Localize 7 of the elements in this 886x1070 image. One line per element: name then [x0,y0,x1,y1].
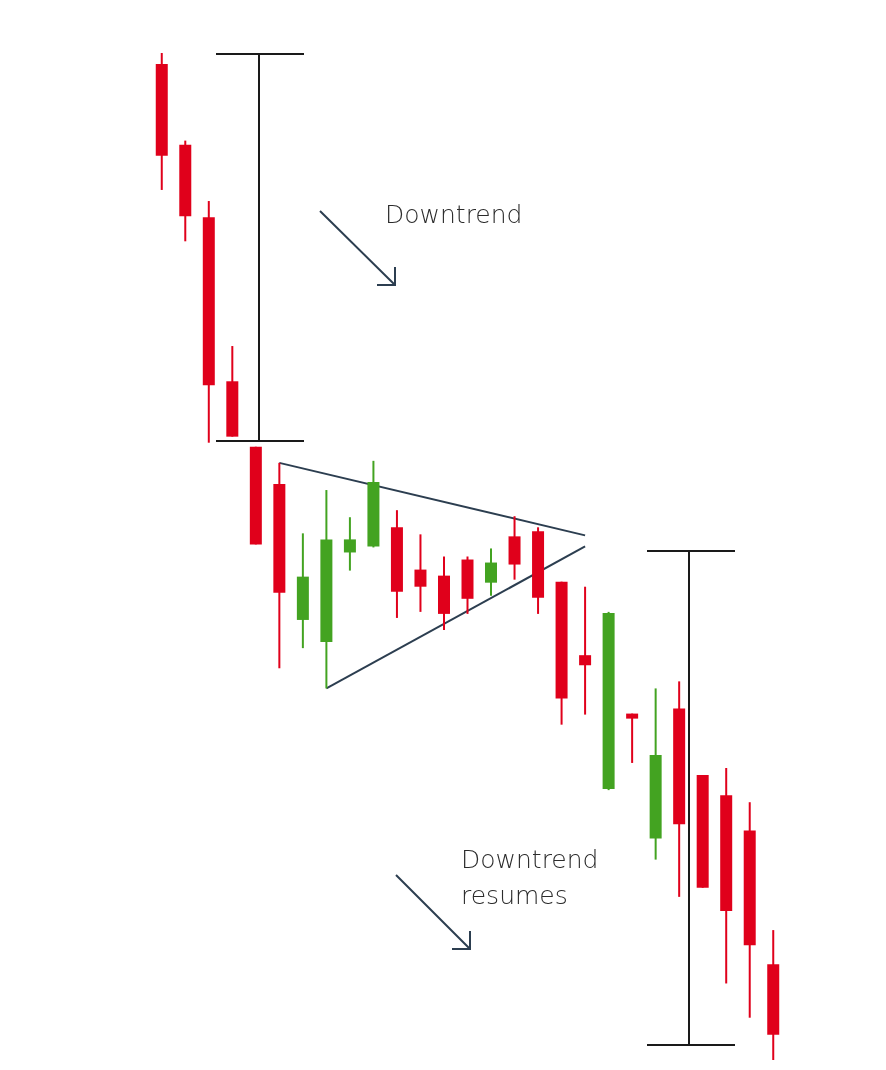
candlestick [343,516,356,572]
annotation: Downtrend resumes [461,844,599,912]
candlestick [626,712,639,764]
candlestick [579,585,592,716]
candlestick [414,533,427,613]
candlestick [485,547,498,597]
annotation: Downtrend [385,199,523,231]
